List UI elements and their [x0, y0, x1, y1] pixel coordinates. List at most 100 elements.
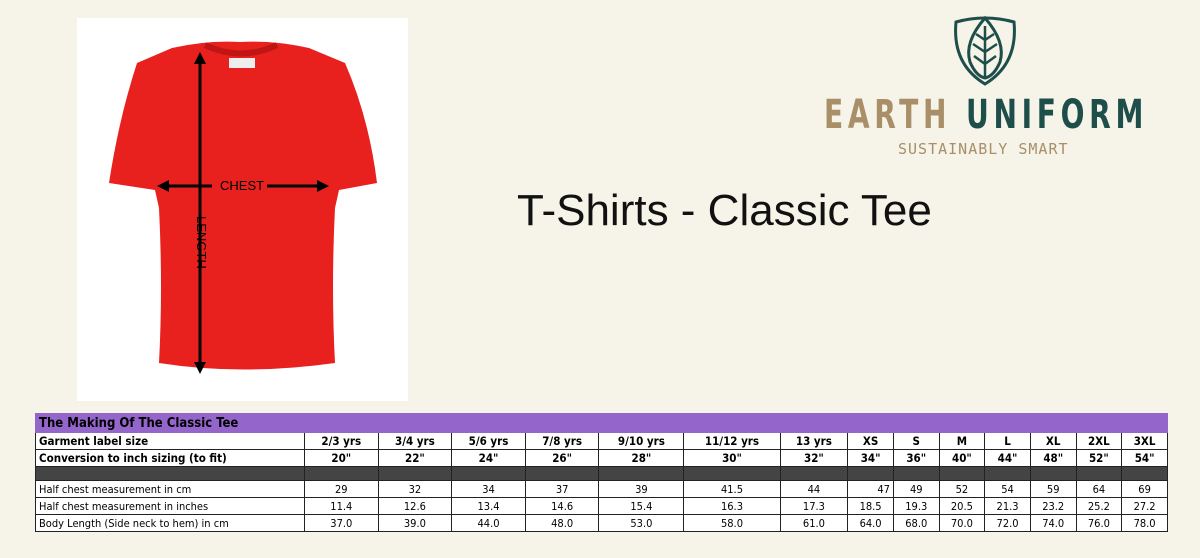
table-cell: 7/8 yrs: [524, 432, 600, 450]
table-cell: 25.2: [1075, 497, 1123, 515]
table-cell: 69: [1121, 480, 1168, 498]
table-cell: 37: [524, 480, 600, 498]
brand-label-tag: [229, 58, 255, 68]
table-cell: 70.0: [938, 514, 986, 532]
size-chart-table: The Making Of The Classic Tee Garment la…: [35, 413, 1168, 532]
table-cell: [938, 466, 986, 481]
table-cell: 3/4 yrs: [377, 432, 453, 450]
table-cell: 61.0: [779, 514, 849, 532]
table-cell: 23.2: [1029, 497, 1077, 515]
table-cell: 9/10 yrs: [598, 432, 685, 450]
table-cell: 40": [938, 449, 986, 467]
table-cell: 18.5: [847, 497, 894, 515]
table-cell: 54": [1121, 449, 1168, 467]
table-cell: 44: [779, 480, 849, 498]
logo-word-earth: EARTH: [824, 92, 952, 138]
table-cell: 76.0: [1075, 514, 1123, 532]
table-cell: XL: [1029, 432, 1077, 450]
table-cell: 74.0: [1029, 514, 1077, 532]
size-header-row: Garment label size 2/3 yrs 3/4 yrs 5/6 yrs 7…: [35, 432, 1168, 450]
table-cell: XS: [847, 432, 894, 450]
table-cell: 21.3: [984, 497, 1031, 515]
row-label: [35, 466, 305, 481]
table-cell: 78.0: [1121, 514, 1168, 532]
table-row: Body Length (Side neck to hem) in cm 37.0…: [35, 514, 1168, 532]
conversion-row: Conversion to inch sizing (to fit) 20" 22"…: [35, 449, 1168, 467]
table-cell: 39.0: [377, 514, 453, 532]
table-cell: L: [984, 432, 1031, 450]
table-cell: [598, 466, 685, 481]
table-cell: 15.4: [598, 497, 685, 515]
table-cell: 64: [1075, 480, 1123, 498]
table-cell: 44": [984, 449, 1031, 467]
row-label: Conversion to inch sizing (to fit): [35, 449, 305, 467]
table-cell: 59: [1029, 480, 1077, 498]
table-cell: 24": [451, 449, 526, 467]
table-cell: 52: [938, 480, 986, 498]
table-cell: 14.6: [524, 497, 600, 515]
table-cell: 36": [892, 449, 940, 467]
table-cell: 11/12 yrs: [683, 432, 781, 450]
table-cell: [683, 466, 781, 481]
divider-row: [35, 466, 1168, 481]
tshirt-image: CHEST LENGTH: [77, 18, 408, 401]
row-label: Body Length (Side neck to hem) in cm: [35, 514, 305, 532]
table-cell: [451, 466, 526, 481]
table-cell: 41.5: [683, 480, 781, 498]
table-cell: [847, 466, 894, 481]
table-cell: 47: [847, 480, 894, 498]
table-cell: 64.0: [847, 514, 894, 532]
table-cell: 32": [779, 449, 849, 467]
logo-tagline: SUSTAINABLY SMART: [898, 140, 1069, 158]
table-cell: 48.0: [524, 514, 600, 532]
table-cell: [984, 466, 1031, 481]
table-cell: 54: [984, 480, 1031, 498]
table-cell: 58.0: [683, 514, 781, 532]
row-label: Garment label size: [35, 432, 305, 450]
table-cell: 53.0: [598, 514, 685, 532]
table-cell: [1029, 466, 1077, 481]
table-cell: 17.3: [779, 497, 849, 515]
table-cell: 3XL: [1121, 432, 1168, 450]
length-label: LENGTH: [194, 216, 209, 269]
table-cell: 29: [304, 480, 379, 498]
table-cell: [892, 466, 940, 481]
table-cell: 22": [377, 449, 453, 467]
table-cell: 49: [892, 480, 940, 498]
table-cell: 72.0: [984, 514, 1031, 532]
table-cell: 39: [598, 480, 685, 498]
table-row: Half chest measurement in cm 29 32 34 37 39 41…: [35, 480, 1168, 498]
logo: EARTH UNIFORM SUSTAINABLY SMART: [820, 12, 1150, 162]
table-cell: 48": [1029, 449, 1077, 467]
table-cell: 28": [598, 449, 685, 467]
table-cell: 68.0: [892, 514, 940, 532]
table-cell: 34": [847, 449, 894, 467]
table-cell: M: [938, 432, 986, 450]
table-cell: [779, 466, 849, 481]
table-cell: 32: [377, 480, 453, 498]
table-cell: 2XL: [1075, 432, 1123, 450]
table-cell: [377, 466, 453, 481]
table-cell: 52": [1075, 449, 1123, 467]
row-label: Half chest measurement in inches: [35, 497, 305, 515]
chest-label: CHEST: [220, 178, 265, 193]
table-cell: 20": [304, 449, 379, 467]
leaf-shield-icon: [954, 15, 1016, 86]
logo-word-uniform: UNIFORM: [966, 92, 1149, 138]
page-title: T-Shirts - Classic Tee: [517, 186, 932, 235]
table-cell: 13 yrs: [779, 432, 849, 450]
table-cell: 11.4: [304, 497, 379, 515]
table-row: Half chest measurement in inches 11.4 12.6…: [35, 497, 1168, 515]
table-cell: 20.5: [938, 497, 986, 515]
table-cell: 19.3: [892, 497, 940, 515]
table-cell: [1121, 466, 1168, 481]
table-cell: S: [892, 432, 940, 450]
table-cell: 5/6 yrs: [451, 432, 526, 450]
table-cell: 12.6: [377, 497, 453, 515]
table-cell: [1075, 466, 1123, 481]
table-cell: 26": [524, 449, 600, 467]
table-cell: 34: [451, 480, 526, 498]
table-cell: [524, 466, 600, 481]
table-cell: 2/3 yrs: [304, 432, 379, 450]
table-cell: 30": [683, 449, 781, 467]
